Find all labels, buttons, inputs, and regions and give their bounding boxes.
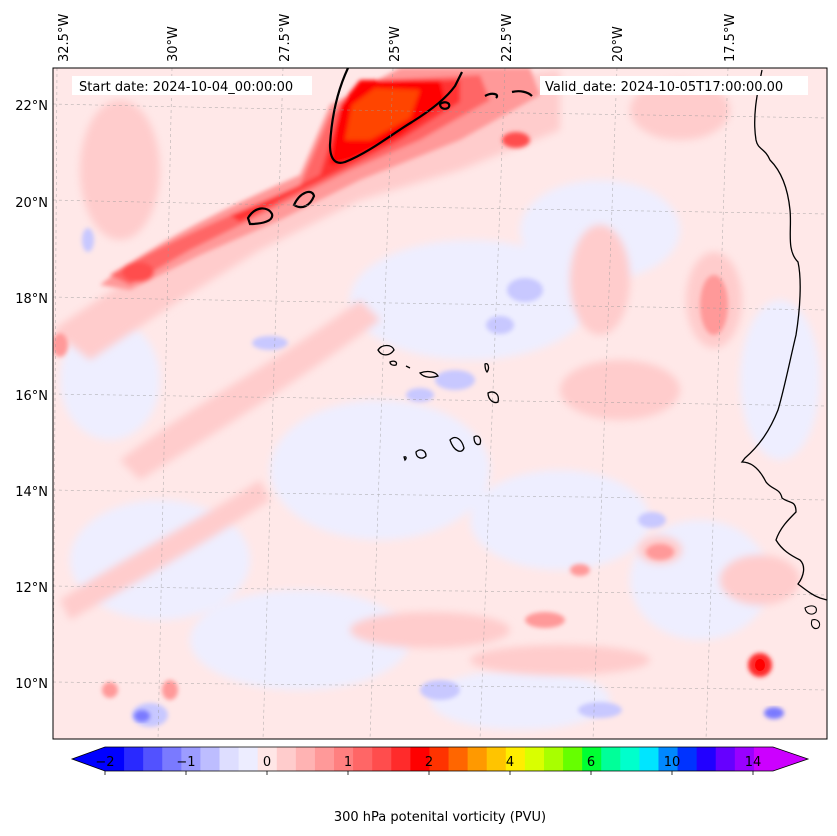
colorbar-tick-label: 6	[587, 755, 595, 770]
lon-label: 27.5°W	[278, 14, 293, 62]
lat-label: 16°N	[15, 389, 48, 404]
colorbar-swatch	[696, 747, 717, 771]
colorbar-swatch	[391, 747, 411, 771]
colorbar-tick-label: 1	[344, 755, 352, 770]
colorbar-swatch	[410, 747, 430, 771]
start-date-box	[72, 76, 312, 95]
colorbar-swatch	[582, 747, 602, 771]
lon-label: 30°W	[166, 26, 181, 62]
colorbar-swatch	[601, 747, 621, 771]
colorbar-extend-min	[72, 747, 105, 771]
start-date-label: Start date: 2024-10-04_00:00:00	[79, 80, 293, 95]
colorbar-swatch	[200, 747, 221, 771]
colorbar-tick-label: −2	[95, 755, 114, 770]
lat-label: 20°N	[15, 196, 48, 211]
colorbar-swatch	[105, 747, 125, 771]
colorbar	[70, 746, 810, 775]
colorbar-label: 300 hPa potenital vorticity (PVU)	[334, 810, 546, 825]
colorbar-swatch	[314, 747, 335, 771]
longitude-labels: 32.5°W 30°W 27.5°W 25°W 22.5°W 20°W 17.5…	[57, 14, 738, 62]
lat-label: 12°N	[15, 581, 48, 596]
lon-label: 20°W	[611, 26, 626, 62]
lon-label: 17.5°W	[723, 14, 738, 62]
colorbar-swatch	[543, 747, 564, 771]
colorbar-swatch	[620, 747, 640, 771]
colorbar-swatch	[257, 747, 278, 771]
colorbar-tick-label: 14	[745, 755, 762, 770]
colorbar-tick-label: 2	[425, 755, 433, 770]
colorbar-swatch	[276, 747, 297, 771]
colorbar-swatch	[734, 747, 755, 771]
pv-field	[53, 68, 827, 739]
colorbar-swatch	[753, 747, 774, 771]
latitude-labels: 22°N 20°N 18°N 16°N 14°N 12°N 10°N	[15, 99, 48, 692]
colorbar-swatch	[715, 747, 736, 771]
colorbar-swatch	[219, 747, 240, 771]
map-frame	[52, 67, 828, 740]
colorbar-swatch	[677, 747, 698, 771]
valid-date-label: Valid_date: 2024-10-05T17:00:00.00	[545, 80, 783, 95]
colorbar-swatch	[124, 747, 144, 771]
lat-label: 22°N	[15, 99, 48, 114]
lat-label: 10°N	[15, 677, 48, 692]
colorbar-swatch	[162, 747, 182, 771]
colorbar-swatch	[334, 747, 354, 771]
lat-label: 14°N	[15, 485, 48, 500]
colorbar-swatch	[181, 747, 201, 771]
colorbar-swatch	[658, 747, 679, 771]
colorbar-swatch	[486, 747, 507, 771]
colorbar-tick-labels: −2 −1 0 1 2 4 6 10 14	[95, 755, 761, 770]
colorbar-swatch	[429, 747, 450, 771]
colorbar-swatch	[372, 747, 392, 771]
colorbar-tick-label: 0	[263, 755, 271, 770]
lon-label: 25°W	[388, 26, 403, 62]
colorbar-tick-label: 4	[506, 755, 514, 770]
lat-label: 18°N	[15, 292, 48, 307]
colorbar-tick-label: −1	[176, 755, 195, 770]
lon-label: 32.5°W	[57, 14, 72, 62]
colorbar-swatch	[563, 747, 583, 771]
colorbar-tick-label: 10	[664, 755, 681, 770]
colorbar-swatch	[353, 747, 373, 771]
colorbar-swatch	[524, 747, 545, 771]
valid-date-box	[540, 76, 808, 95]
colorbar-swatch	[505, 747, 526, 771]
colorbar-swatch	[639, 747, 659, 771]
colorbar-swatch	[143, 747, 163, 771]
colorbar-swatch	[238, 747, 259, 771]
colorbar-extend-max	[773, 747, 808, 771]
colorbar-swatch	[295, 747, 316, 771]
colorbar-swatch	[467, 747, 488, 771]
lon-label: 22.5°W	[500, 14, 515, 62]
colorbar-swatch	[448, 747, 469, 771]
